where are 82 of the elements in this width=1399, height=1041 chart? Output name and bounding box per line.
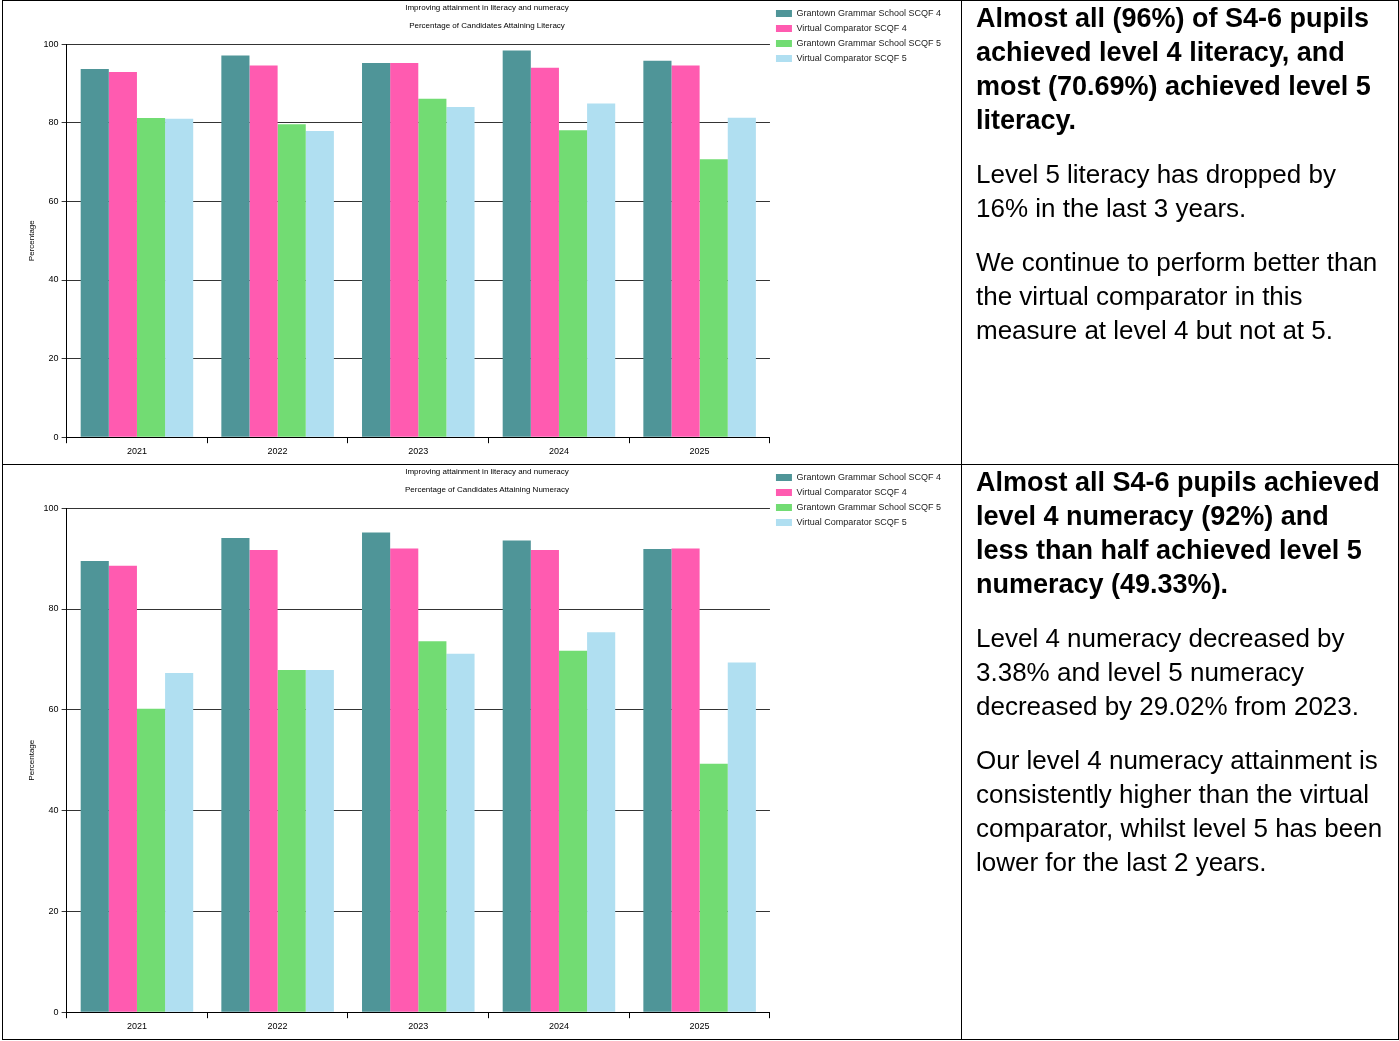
legend-label: Grantown Grammar School SCQF 5 xyxy=(796,501,941,512)
text: Our level 4 numeracy attainment is consistently higher than the virtual comparator, whilst level 5 has been lower for the last 2 years. xyxy=(976,744,1384,879)
bar xyxy=(530,550,559,1012)
x-tick-label: 2022 xyxy=(267,1021,288,1032)
bar xyxy=(221,55,250,437)
bar xyxy=(108,72,137,437)
bar xyxy=(727,117,756,437)
bar xyxy=(136,118,166,437)
text: Almost all S4-6 pupils achieved level 4 numeracy (92%) and less than half achieved level 5 numeracy (49.33%). xyxy=(976,466,1381,601)
bar xyxy=(362,63,391,437)
bar xyxy=(165,118,194,437)
bar xyxy=(502,540,531,1012)
bar xyxy=(587,103,616,437)
y-tick-label: 80 xyxy=(48,117,59,128)
bar xyxy=(699,159,728,437)
x-tick-label: 2024 xyxy=(548,1021,569,1032)
y-tick-label: 100 xyxy=(43,38,59,49)
bar xyxy=(221,537,250,1012)
chart-title: Improving attainment in literacy and numeracy xyxy=(405,3,569,12)
legend-label: Virtual Comparator SCQF 4 xyxy=(796,486,907,497)
bar xyxy=(530,67,559,437)
x-tick-label: 2021 xyxy=(126,446,147,457)
bar xyxy=(80,561,109,1012)
bar xyxy=(108,565,137,1012)
x-tick-label: 2021 xyxy=(126,1021,147,1032)
bar xyxy=(362,532,391,1012)
y-tick-label: 20 xyxy=(48,905,59,916)
legend-label: Grantown Grammar School SCQF 4 xyxy=(796,471,941,482)
bar xyxy=(643,549,672,1012)
x-tick-label: 2025 xyxy=(689,446,710,457)
bar xyxy=(643,60,672,437)
bar xyxy=(502,50,531,437)
chart-subtitle: Percentage of Candidates Attaining Literacy xyxy=(409,20,565,30)
x-tick-label: 2022 xyxy=(267,446,288,457)
y-axis-title: Percentage xyxy=(27,219,36,262)
bar xyxy=(418,98,447,437)
bar xyxy=(699,763,728,1012)
text: Almost all (96%) of S4-6 pupils achieved level 4 literacy, and most (70.69%) achieved level 5 literacy. xyxy=(976,2,1372,137)
bar xyxy=(136,708,166,1012)
y-tick-label: 80 xyxy=(48,603,59,614)
x-tick-label: 2024 xyxy=(548,446,569,457)
x-tick-label: 2023 xyxy=(408,446,429,457)
bar xyxy=(305,669,334,1012)
bar xyxy=(558,650,588,1012)
bar xyxy=(165,673,194,1012)
legend-label: Grantown Grammar School SCQF 5 xyxy=(796,37,941,48)
bar xyxy=(249,550,278,1012)
y-tick-label: 0 xyxy=(53,431,59,442)
legend-label: Virtual Comparator SCQF 5 xyxy=(796,516,907,527)
bar xyxy=(305,131,334,437)
bar xyxy=(671,548,700,1012)
x-tick-label: 2023 xyxy=(408,1021,429,1032)
text: Level 4 numeracy decreased by 3.38% and level 5 numeracy decreased by 29.02% from 2023. xyxy=(976,622,1361,723)
bar xyxy=(671,65,700,437)
y-tick-label: 40 xyxy=(48,274,59,285)
y-axis-title: Percentage xyxy=(27,739,36,781)
text: We continue to perform better than the virtual comparator in this measure at level 4 but not at 5. xyxy=(976,246,1379,347)
y-tick-label: 40 xyxy=(48,805,59,816)
bar xyxy=(418,641,447,1012)
y-tick-label: 0 xyxy=(53,1006,59,1017)
y-tick-label: 60 xyxy=(48,195,59,206)
legend-label: Virtual Comparator SCQF 5 xyxy=(796,52,907,63)
x-tick-label: 2025 xyxy=(689,1021,710,1032)
bar xyxy=(727,662,756,1012)
y-tick-label: 60 xyxy=(48,704,59,715)
bar xyxy=(277,124,306,437)
chart-title: Improving attainment in literacy and numeracy xyxy=(405,467,569,476)
bar xyxy=(390,63,419,437)
bar xyxy=(277,669,306,1012)
chart-subtitle: Percentage of Candidates Attaining Numeracy xyxy=(404,484,570,494)
legend-label: Grantown Grammar School SCQF 4 xyxy=(796,7,941,18)
text: Level 5 literacy has dropped by 16% in the last 3 years. xyxy=(976,158,1337,225)
bar xyxy=(446,107,475,437)
bar xyxy=(249,65,278,437)
y-tick-label: 100 xyxy=(43,502,59,513)
bar xyxy=(390,548,419,1012)
bar xyxy=(558,130,588,437)
y-tick-label: 20 xyxy=(48,353,59,364)
bar xyxy=(587,632,616,1012)
legend-label: Virtual Comparator SCQF 4 xyxy=(796,22,907,33)
bar xyxy=(80,68,109,437)
bar xyxy=(446,653,475,1012)
